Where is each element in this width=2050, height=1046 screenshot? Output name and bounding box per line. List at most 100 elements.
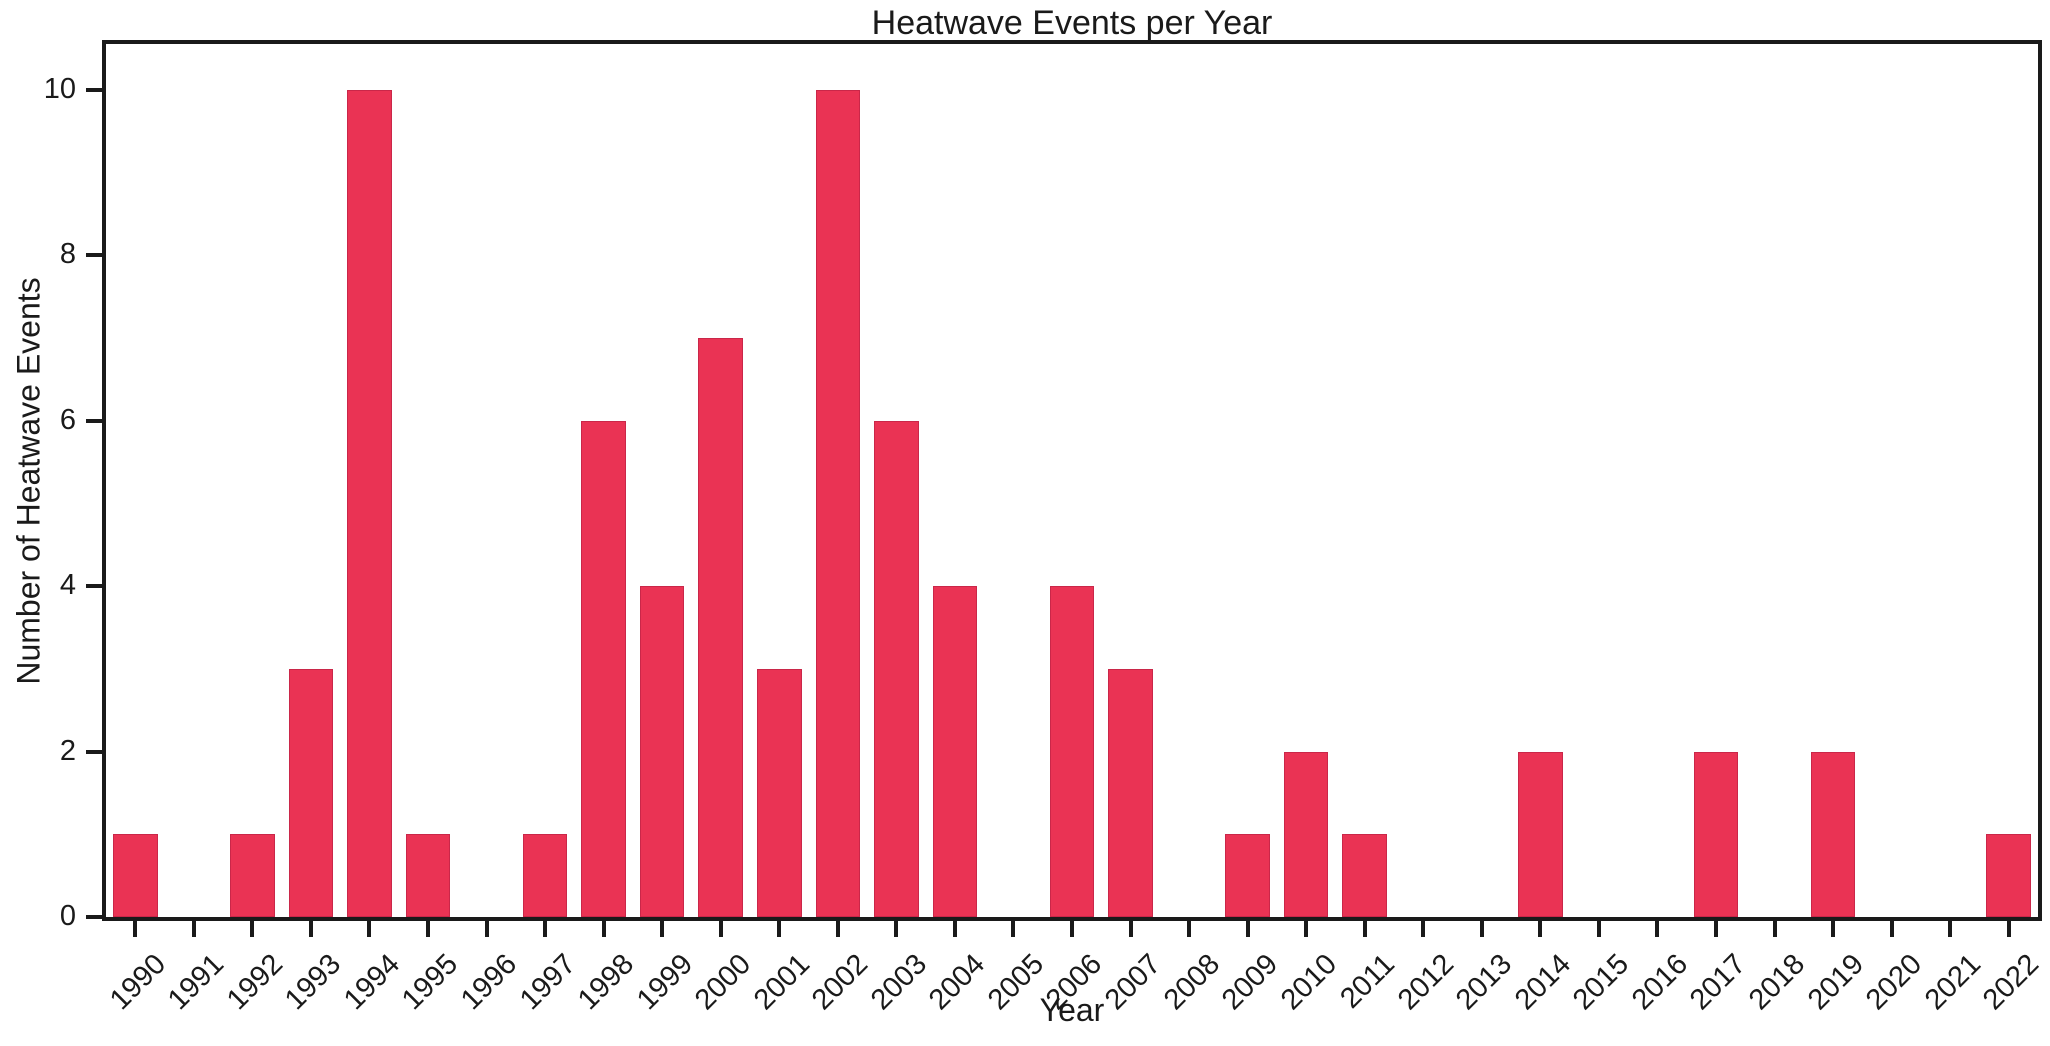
x-tick-1997 bbox=[543, 921, 548, 937]
bar-1997 bbox=[522, 834, 568, 917]
bar-2007 bbox=[1108, 668, 1153, 917]
x-tick-label-1998: 1998 bbox=[572, 948, 641, 1017]
x-tick-label-2012: 2012 bbox=[1391, 948, 1460, 1017]
x-tick-label-2009: 2009 bbox=[1216, 948, 1285, 1017]
x-axis-label: Year bbox=[1039, 992, 1105, 1028]
bar-2011 bbox=[1342, 834, 1387, 917]
x-tick-2020 bbox=[1889, 921, 1894, 937]
y-axis-label: Number of Heatwave Events bbox=[10, 276, 47, 685]
y-tick-label-10: 10 bbox=[43, 72, 76, 105]
bar-1990 bbox=[113, 834, 158, 917]
x-tick-1994 bbox=[367, 921, 372, 937]
x-tick-1998 bbox=[601, 921, 606, 937]
x-tick-2021 bbox=[1948, 921, 1953, 937]
x-tick-label-1991: 1991 bbox=[162, 948, 231, 1017]
bar-2001 bbox=[757, 668, 802, 917]
x-tick-2022 bbox=[2006, 921, 2011, 937]
bar-2004 bbox=[932, 586, 978, 917]
bar-2003 bbox=[874, 420, 919, 917]
x-tick-label-1994: 1994 bbox=[337, 948, 407, 1017]
x-tick-1996 bbox=[484, 921, 489, 937]
bar-1993 bbox=[288, 668, 334, 917]
x-tick-label-2003: 2003 bbox=[864, 948, 933, 1017]
y-tick-label-2: 2 bbox=[59, 734, 76, 767]
x-tick-label-2008: 2008 bbox=[1157, 948, 1226, 1017]
bar-2022 bbox=[1986, 834, 2031, 917]
x-tick-2011 bbox=[1362, 921, 1367, 937]
bar-2010 bbox=[1283, 751, 1329, 917]
x-tick-2017 bbox=[1714, 921, 1718, 937]
chart-title: Heatwave Events per Year bbox=[871, 4, 1273, 42]
bar-1995 bbox=[405, 834, 451, 917]
x-tick-2007 bbox=[1128, 921, 1133, 937]
y-tick-label-6: 6 bbox=[59, 403, 76, 436]
x-tick-1992 bbox=[250, 921, 255, 937]
x-tick-2003 bbox=[894, 921, 899, 937]
x-tick-2005 bbox=[1011, 921, 1016, 937]
x-tick-2010 bbox=[1304, 921, 1309, 937]
x-tick-2014 bbox=[1538, 921, 1543, 937]
x-tick-1990 bbox=[133, 921, 138, 937]
x-tick-label-2017: 2017 bbox=[1684, 948, 1753, 1017]
y-tick-label-8: 8 bbox=[59, 237, 76, 270]
x-tick-2006 bbox=[1070, 921, 1074, 937]
x-tick-label-2021: 2021 bbox=[1918, 948, 1987, 1017]
x-tick-label-2010: 2010 bbox=[1274, 948, 1343, 1017]
bar-1994 bbox=[347, 89, 392, 917]
x-tick-1991 bbox=[191, 921, 196, 937]
x-tick-label-2011: 2011 bbox=[1334, 948, 1402, 1015]
x-tick-label-2019: 2019 bbox=[1801, 948, 1870, 1017]
x-tick-1999 bbox=[660, 921, 665, 937]
x-tick-1993 bbox=[308, 921, 313, 937]
y-tick-2 bbox=[86, 749, 102, 754]
plot-area bbox=[102, 40, 2042, 921]
y-tick-label-4: 4 bbox=[59, 568, 76, 601]
bar-2006 bbox=[1049, 586, 1095, 917]
y-tick-4 bbox=[86, 584, 102, 588]
x-tick-label-2000: 2000 bbox=[689, 948, 758, 1017]
bar-1999 bbox=[639, 586, 685, 917]
bar-2017 bbox=[1693, 751, 1739, 917]
bar-2014 bbox=[1518, 751, 1563, 917]
x-tick-label-1990: 1990 bbox=[103, 948, 172, 1017]
x-tick-2013 bbox=[1479, 921, 1484, 937]
x-tick-label-2020: 2020 bbox=[1860, 948, 1929, 1017]
x-tick-label-1993: 1993 bbox=[279, 948, 348, 1017]
x-tick-2015 bbox=[1596, 921, 1601, 937]
y-tick-6 bbox=[86, 418, 102, 423]
y-tick-8 bbox=[86, 253, 102, 257]
x-tick-label-2004: 2004 bbox=[923, 948, 992, 1017]
bar-2000 bbox=[698, 337, 743, 917]
x-tick-label-2014: 2014 bbox=[1508, 948, 1577, 1017]
x-tick-2000 bbox=[718, 921, 723, 937]
x-tick-label-2015: 2015 bbox=[1567, 948, 1636, 1017]
bar-1992 bbox=[230, 834, 275, 917]
x-tick-2002 bbox=[835, 921, 840, 937]
x-tick-1995 bbox=[426, 921, 430, 937]
bar-2009 bbox=[1225, 834, 1270, 917]
x-tick-label-1997: 1997 bbox=[513, 948, 582, 1017]
x-tick-label-2022: 2022 bbox=[1977, 948, 2046, 1017]
y-tick-10 bbox=[86, 87, 102, 92]
x-tick-2004 bbox=[952, 921, 957, 937]
y-tick-label-0: 0 bbox=[59, 899, 76, 932]
bar-1998 bbox=[581, 420, 626, 917]
x-tick-2019 bbox=[1831, 921, 1836, 937]
x-tick-2018 bbox=[1772, 921, 1777, 937]
x-tick-2012 bbox=[1421, 921, 1426, 937]
x-tick-label-2007: 2007 bbox=[1098, 948, 1168, 1017]
bar-2002 bbox=[815, 89, 861, 917]
x-tick-label-1996: 1996 bbox=[454, 948, 524, 1017]
y-tick-0 bbox=[86, 915, 102, 919]
x-tick-label-1995: 1995 bbox=[396, 948, 465, 1017]
x-tick-label-1992: 1992 bbox=[220, 948, 289, 1017]
x-tick-label-1999: 1999 bbox=[630, 948, 699, 1017]
bar-2019 bbox=[1810, 751, 1856, 917]
x-tick-label-2002: 2002 bbox=[806, 948, 875, 1017]
x-tick-2009 bbox=[1245, 921, 1250, 937]
x-tick-label-2018: 2018 bbox=[1742, 948, 1812, 1017]
x-tick-2001 bbox=[777, 921, 782, 937]
x-tick-label-2001: 2001 bbox=[747, 948, 816, 1017]
x-tick-label-2013: 2013 bbox=[1450, 948, 1519, 1017]
